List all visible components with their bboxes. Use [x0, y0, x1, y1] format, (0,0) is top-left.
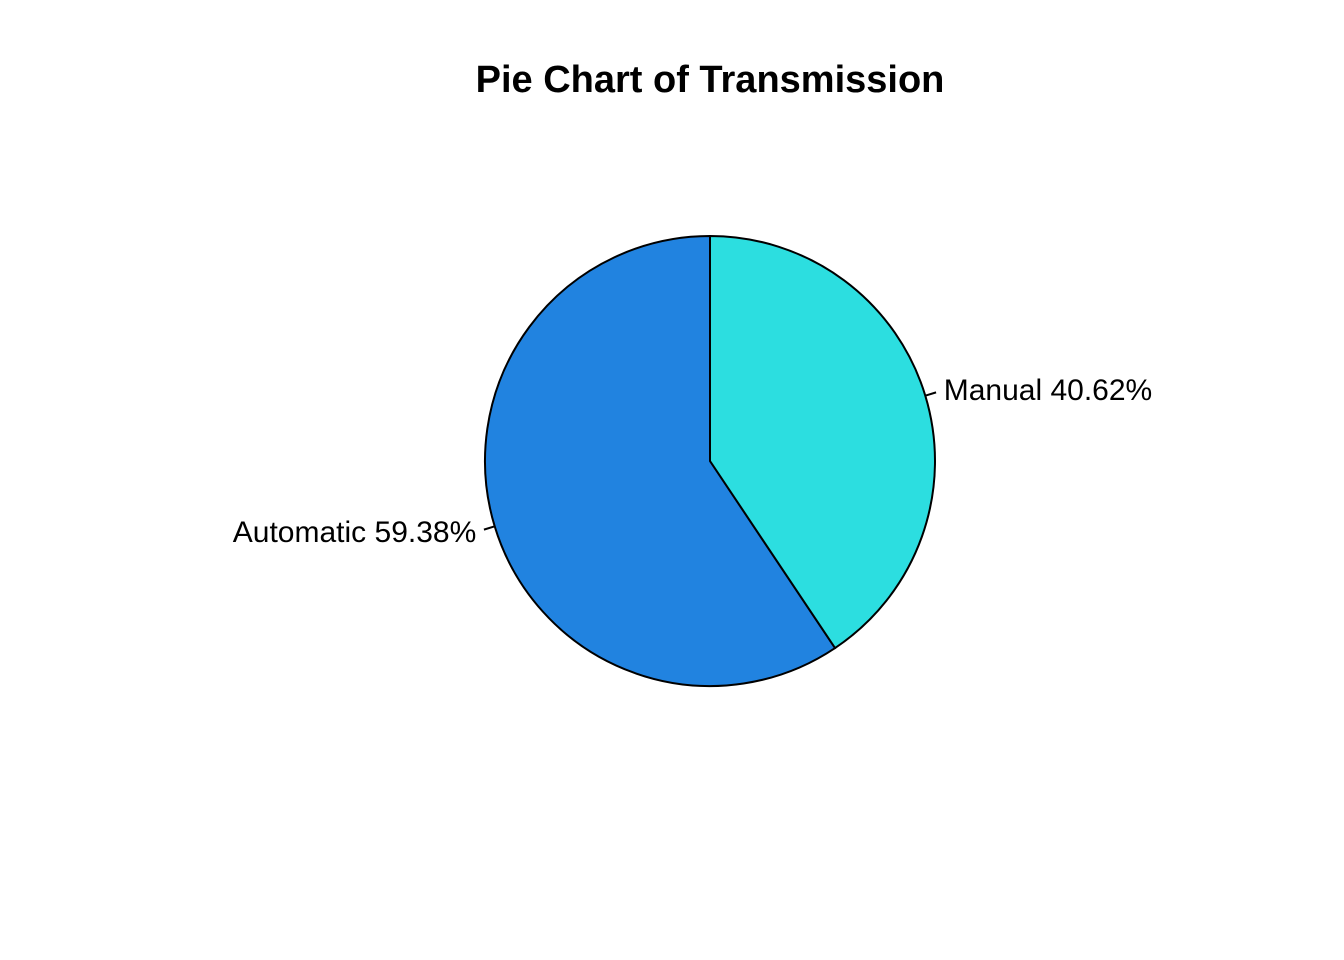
pie-slices [484, 234, 936, 687]
chart-title: Pie Chart of Transmission [476, 59, 945, 101]
slice-label-manual: Manual 40.62% [944, 374, 1152, 407]
leader-line-automatic [483, 525, 495, 531]
pie-labels: Automatic 59.38% Manual 40.62% [233, 374, 1152, 549]
leader-line-manual [925, 391, 937, 397]
slice-label-automatic: Automatic 59.38% [233, 516, 476, 549]
pie-slice-manual [709, 234, 936, 650]
